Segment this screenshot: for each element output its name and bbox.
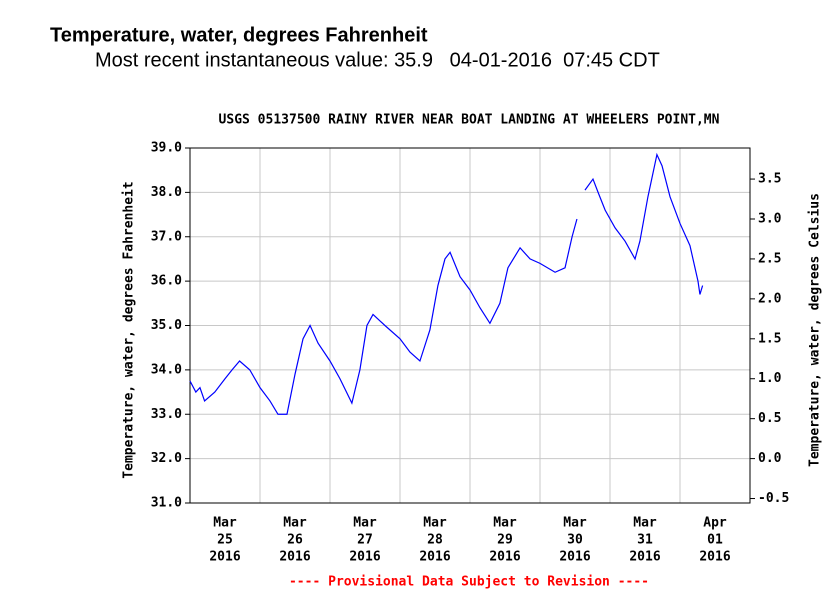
x-tick-label: 2016 xyxy=(559,550,590,565)
x-tick-label: 26 xyxy=(287,533,303,548)
x-tick-label: 2016 xyxy=(279,550,310,565)
x-tick-label: Mar xyxy=(563,516,587,531)
footnote: ---- Provisional Data Subject to Revisio… xyxy=(289,575,649,590)
x-tick-label: 2016 xyxy=(629,550,660,565)
data-line xyxy=(584,152,704,295)
x-tick-label: 28 xyxy=(427,533,443,548)
y2-tick-label: 0.0 xyxy=(758,451,782,466)
y-tick-label: 39.0 xyxy=(151,141,182,156)
y-tick-label: 35.0 xyxy=(151,318,182,333)
x-tick-label: 01 xyxy=(707,533,723,548)
x-tick-label: Mar xyxy=(353,516,377,531)
y2-tick-label: -0.5 xyxy=(758,491,789,506)
x-tick-label: 29 xyxy=(497,533,513,548)
x-tick-label: Mar xyxy=(423,516,447,531)
y2-tick-label: 3.5 xyxy=(758,172,781,187)
y-axis-label: Temperature, water, degrees Fahrenheit xyxy=(122,181,137,478)
page-title: Temperature, water, degrees Fahrenheit xyxy=(50,24,428,46)
x-tick-label: Mar xyxy=(633,516,657,531)
y2-tick-label: 0.5 xyxy=(758,411,781,426)
y-tick-label: 36.0 xyxy=(151,274,182,289)
y2-tick-label: 1.5 xyxy=(758,331,781,346)
y-tick-label: 33.0 xyxy=(151,407,182,422)
y2-tick-label: 2.0 xyxy=(758,291,782,306)
x-tick-label: Mar xyxy=(493,516,517,531)
plot-frame xyxy=(189,147,751,504)
y-tick-label: 37.0 xyxy=(151,229,182,244)
x-tick-label: Mar xyxy=(213,516,237,531)
y2-axis-label: Temperature, water, degrees Celsius xyxy=(808,193,823,467)
x-tick-label: 2016 xyxy=(349,550,380,565)
x-tick-label: 30 xyxy=(567,533,583,548)
subtitle: Most recent instantaneous value: 35.9 04… xyxy=(95,49,660,71)
y2-tick-label: 3.0 xyxy=(758,212,782,227)
y-tick-label: 32.0 xyxy=(151,451,182,466)
y2-tick-label: 2.5 xyxy=(758,251,781,266)
chart-title: USGS 05137500 RAINY RIVER NEAR BOAT LAND… xyxy=(219,113,720,128)
y-tick-label: 38.0 xyxy=(151,185,182,200)
y-tick-label: 31.0 xyxy=(151,496,182,511)
x-tick-label: 2016 xyxy=(419,550,450,565)
x-tick-label: 27 xyxy=(357,533,373,548)
x-tick-label: 2016 xyxy=(209,550,240,565)
x-tick-label: Mar xyxy=(283,516,307,531)
x-tick-label: 2016 xyxy=(489,550,520,565)
x-tick-label: 31 xyxy=(637,533,653,548)
y-tick-label: 34.0 xyxy=(151,362,182,377)
y2-tick-label: 1.0 xyxy=(758,371,782,386)
x-tick-label: 2016 xyxy=(699,550,730,565)
x-tick-label: Apr xyxy=(703,516,727,531)
x-tick-label: 25 xyxy=(217,533,233,548)
data-line xyxy=(189,218,578,415)
